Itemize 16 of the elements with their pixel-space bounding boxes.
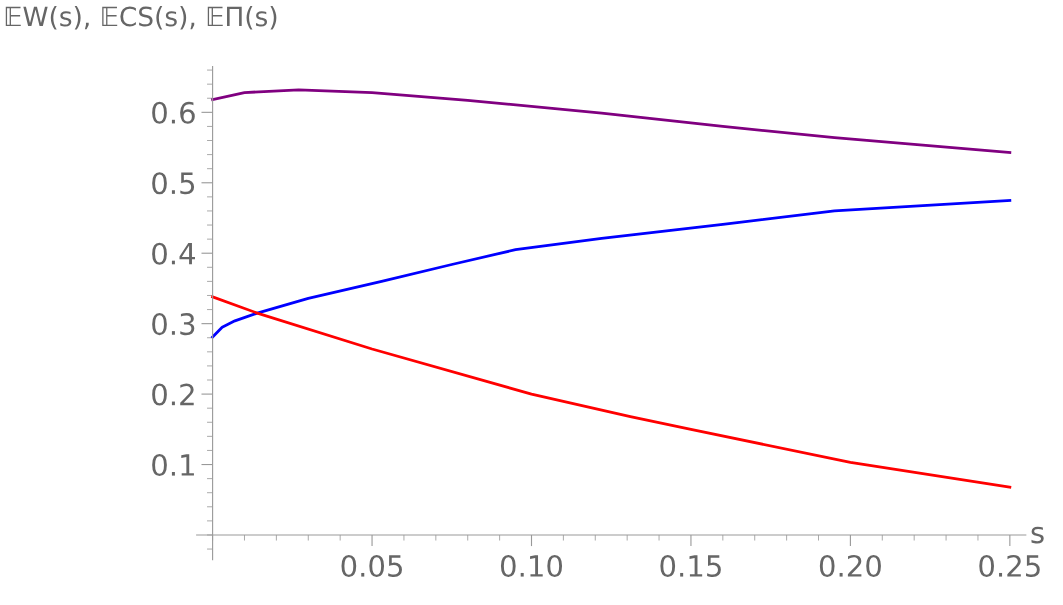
x-tick-label: 0.15	[660, 554, 721, 577]
x-tick-label: 0.10	[500, 554, 563, 577]
x-tick-label: 0.05	[341, 554, 402, 577]
x-axis-title: s	[1031, 526, 1044, 544]
x-tick-label: 0.25	[979, 554, 1040, 577]
x-tick-label: 0.20	[819, 554, 881, 577]
y-tick-label: 0.2	[152, 383, 194, 406]
y-tick-label: 0.3	[152, 313, 195, 336]
line-series	[211, 88, 1012, 154]
line-series	[211, 198, 1012, 339]
line-series	[211, 295, 1012, 489]
y-axis-title: 𝔼W(s), 𝔼CS(s), 𝔼Π(s)	[5, 6, 277, 30]
y-tick-label: 0.4	[152, 242, 195, 265]
y-tick-label: 0.5	[152, 172, 195, 195]
y-tick-label: 0.1	[152, 453, 194, 477]
y-tick-label: 0.6	[152, 101, 195, 124]
